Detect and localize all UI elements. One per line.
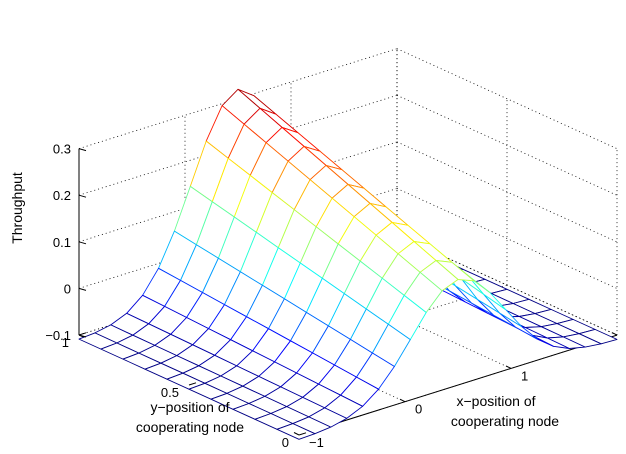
grid-line-z (396, 94, 618, 196)
x-tick-mark (399, 398, 406, 403)
z-tick-label: 0.1 (53, 235, 71, 250)
y-tick-mark (188, 382, 197, 386)
x-tick-mark (505, 365, 512, 369)
x-tick-mark (293, 432, 300, 436)
x-axis-line (298, 334, 618, 436)
z-tick-mark (78, 287, 87, 291)
y-tick-label: 1 (62, 335, 69, 350)
x-tick-label: 1 (521, 368, 528, 383)
grid-line-z (396, 48, 618, 150)
x-tick-mark (611, 332, 618, 336)
z-tick-label: 0.2 (53, 188, 71, 203)
grid-line-z (396, 141, 618, 243)
y-axis-label-line2: cooperating node (136, 419, 244, 435)
axis-ticks: −0.100.10.20.3−101200.51 (45, 142, 618, 450)
grid-line-z (396, 188, 618, 289)
surface-mesh (78, 88, 618, 440)
y-tick-mark (298, 432, 307, 436)
x-axis-label-line2: cooperating node (451, 413, 559, 429)
z-tick-mark (78, 148, 87, 152)
y-axis-label-line1: y−position of (151, 399, 230, 415)
y-tick-mark (78, 332, 87, 336)
y-tick-label: 0 (282, 435, 289, 450)
z-tick-mark (78, 334, 87, 338)
surface-facet (276, 423, 316, 440)
z-tick-mark (78, 241, 87, 245)
z-tick-label: −0.1 (45, 328, 71, 343)
x-tick-label: −1 (309, 435, 324, 450)
z-tick-label: 0.3 (53, 142, 71, 157)
z-axis-label: Throughput (9, 172, 25, 244)
z-tick-label: 0 (64, 281, 71, 296)
x-axis-label-line1: x−position of (457, 393, 536, 409)
z-tick-mark (78, 194, 87, 198)
y-tick-label: 0.5 (161, 385, 179, 400)
x-tick-label: 0 (415, 402, 422, 417)
